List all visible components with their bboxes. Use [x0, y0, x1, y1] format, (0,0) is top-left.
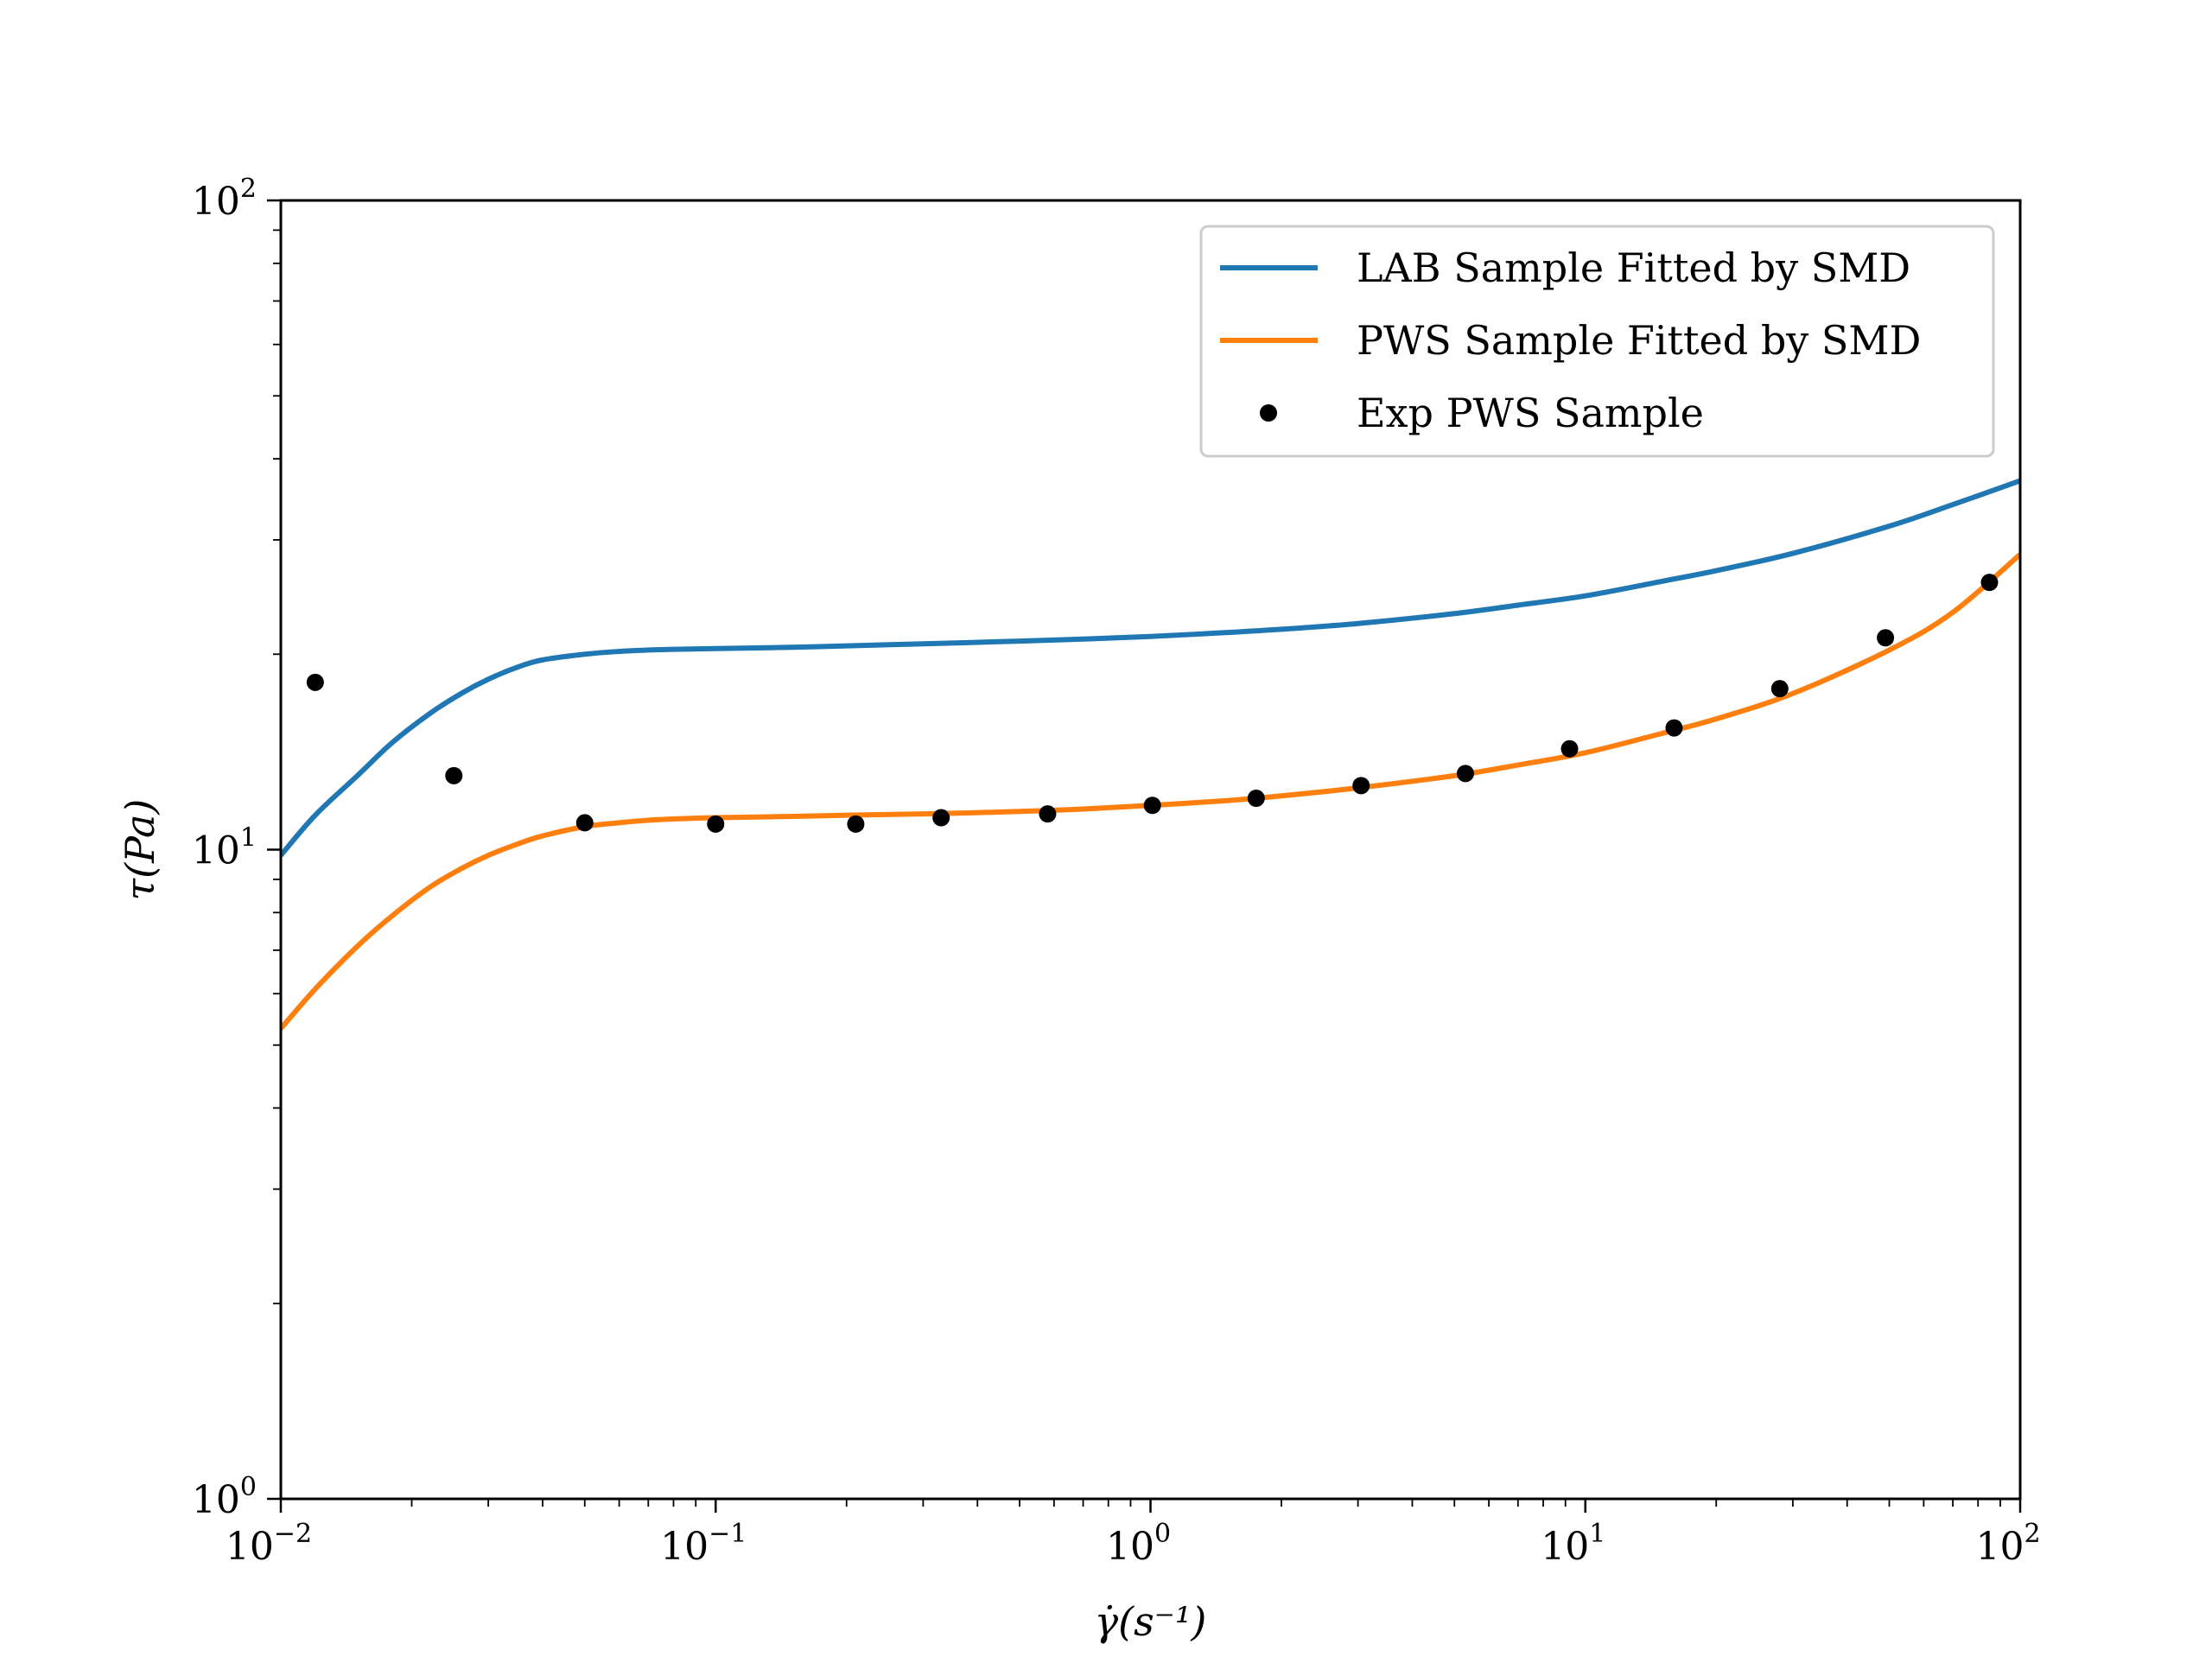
- legend-label: LAB Sample Fitted by SMD: [1357, 244, 1910, 291]
- series-3-point: [1143, 797, 1161, 815]
- series-3-point: [575, 814, 594, 832]
- series-3-point: [1980, 574, 1999, 592]
- legend-box: [1199, 225, 1995, 458]
- legend-label: PWS Sample Fitted by SMD: [1357, 317, 1921, 364]
- series-3-point: [445, 766, 463, 784]
- series-2-line: [281, 552, 2020, 1031]
- series-3-point: [1456, 765, 1474, 783]
- axes-layer: 10−2 10−1 100 101 102 100 101 102 γ̇(s⁻¹) τ(Pa): [117, 174, 2041, 1645]
- legend-swatch-marker: [1260, 404, 1277, 422]
- series-3-point: [1352, 777, 1370, 795]
- series-3-point: [1665, 719, 1683, 737]
- x-axis-label: γ̇(s⁻¹): [1095, 1598, 1207, 1645]
- y-tick-label: 101: [192, 823, 257, 873]
- legend: LAB Sample Fitted by SMD PWS Sample Fitte…: [1199, 225, 1995, 458]
- series-3-point: [1770, 680, 1789, 698]
- series-layer: [281, 478, 2020, 1031]
- series-3-point: [1877, 629, 1895, 647]
- series-1-line: [281, 478, 2020, 858]
- y-tick-label: 100: [192, 1472, 257, 1522]
- series-3-point: [847, 815, 865, 833]
- series-3-point: [932, 809, 950, 827]
- y-axis-label: τ(Pa): [117, 799, 163, 901]
- series-3-point: [1247, 789, 1265, 807]
- legend-label: Exp PWS Sample: [1357, 390, 1704, 436]
- x-tick-label: 101: [1541, 1519, 1605, 1569]
- x-tick-label: 10−2: [226, 1519, 312, 1569]
- series-3-point: [1560, 739, 1579, 758]
- x-tick-label: 10−1: [660, 1519, 747, 1569]
- x-tick-label: 100: [1106, 1519, 1171, 1569]
- y-tick-label: 102: [192, 174, 257, 224]
- series-3-point: [1039, 805, 1057, 823]
- series-3-point: [707, 815, 725, 833]
- x-tick-label: 102: [1975, 1519, 2040, 1569]
- series-3-point: [306, 673, 324, 691]
